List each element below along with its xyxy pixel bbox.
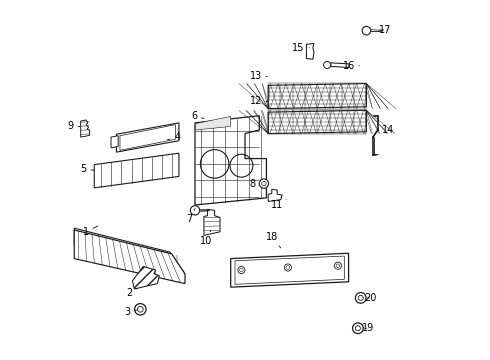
Text: 1: 1: [83, 226, 98, 237]
Circle shape: [362, 26, 371, 35]
Polygon shape: [74, 230, 185, 284]
Text: 6: 6: [191, 111, 204, 121]
Polygon shape: [132, 266, 159, 289]
Text: 7: 7: [187, 208, 195, 224]
Circle shape: [352, 323, 363, 334]
Circle shape: [323, 62, 331, 68]
Text: 15: 15: [293, 43, 309, 53]
Polygon shape: [117, 123, 179, 152]
Text: 18: 18: [266, 232, 281, 248]
Text: 13: 13: [249, 71, 267, 81]
Text: 10: 10: [199, 231, 212, 246]
Polygon shape: [94, 153, 179, 188]
Text: 17: 17: [379, 25, 391, 35]
Text: 14: 14: [378, 125, 394, 135]
Polygon shape: [204, 209, 220, 235]
Text: 16: 16: [343, 61, 359, 71]
Text: 4: 4: [167, 132, 180, 142]
Text: 3: 3: [124, 307, 137, 317]
Polygon shape: [231, 253, 348, 287]
Circle shape: [135, 303, 146, 315]
Polygon shape: [196, 116, 231, 130]
Polygon shape: [111, 136, 118, 148]
Circle shape: [355, 293, 366, 303]
Text: 5: 5: [80, 164, 94, 174]
Text: 2: 2: [126, 288, 137, 297]
Text: 20: 20: [365, 293, 377, 303]
Circle shape: [284, 264, 292, 271]
Circle shape: [259, 179, 269, 188]
Circle shape: [238, 266, 245, 274]
Polygon shape: [81, 120, 90, 137]
Text: 12: 12: [249, 96, 268, 107]
Polygon shape: [74, 228, 184, 282]
Text: 8: 8: [249, 179, 259, 189]
Polygon shape: [268, 189, 282, 202]
Polygon shape: [331, 63, 349, 67]
Text: 9: 9: [68, 121, 80, 131]
Polygon shape: [268, 111, 367, 134]
Text: 19: 19: [362, 323, 374, 333]
Circle shape: [334, 262, 342, 269]
Polygon shape: [195, 116, 267, 205]
Text: 11: 11: [271, 200, 286, 210]
Circle shape: [190, 206, 199, 215]
Polygon shape: [268, 84, 367, 109]
Polygon shape: [306, 44, 314, 59]
